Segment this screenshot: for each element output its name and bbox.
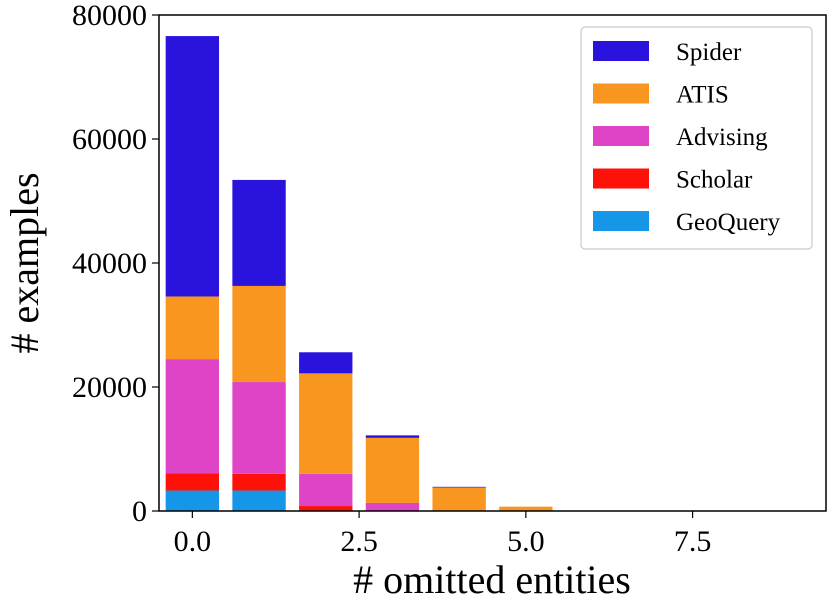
- bar-scholar-2: [299, 506, 353, 511]
- bar-scholar-1: [232, 473, 286, 491]
- x-tick-label: 0.0: [174, 525, 212, 558]
- legend-swatch-atis: [593, 83, 649, 104]
- bar-atis-1: [232, 285, 286, 383]
- x-tick-label: 2.5: [340, 525, 378, 558]
- bar-atis-5: [499, 506, 553, 511]
- legend-frame: [580, 26, 813, 250]
- legend-label-scholar: Scholar: [676, 167, 753, 194]
- bar-advising-3: [365, 502, 420, 511]
- bar-atis-2: [299, 373, 353, 474]
- y-tick-label: 60000: [72, 123, 147, 156]
- bar-spider-3: [365, 435, 420, 438]
- legend: Spider ATIS Advising Scholar GeoQuery: [580, 26, 813, 250]
- bar-atis-4: [432, 487, 486, 511]
- x-axis-ticks: 0.0 2.5 5.0 7.5: [174, 511, 712, 558]
- bars-group: [165, 36, 553, 511]
- bar-scholar-0: [165, 473, 220, 491]
- legend-swatch-advising: [593, 126, 649, 146]
- bar-atis-3: [365, 437, 420, 503]
- bar-atis-0: [165, 296, 220, 360]
- y-tick-label: 0: [132, 495, 147, 528]
- y-axis-title: # examples: [2, 172, 47, 353]
- legend-swatch-spider: [593, 41, 649, 61]
- x-tick-label: 7.5: [674, 525, 712, 558]
- legend-label-advising: Advising: [676, 124, 768, 151]
- legend-swatch-scholar: [593, 168, 649, 189]
- bar-advising-2: [299, 473, 353, 507]
- y-axis-ticks: 0 20000 40000 60000 80000: [72, 0, 159, 528]
- legend-label-spider: Spider: [676, 39, 742, 66]
- bar-geoquery-0: [165, 490, 220, 511]
- x-axis-title: # omitted entities: [353, 557, 631, 600]
- x-tick-label: 5.0: [507, 525, 545, 558]
- bar-spider-2: [299, 352, 353, 374]
- bar-spider-0: [165, 36, 220, 297]
- legend-label-atis: ATIS: [676, 82, 729, 109]
- legend-label-geoquery: GeoQuery: [676, 209, 781, 236]
- bar-geoquery-1: [232, 490, 286, 511]
- legend-swatch-geoquery: [593, 211, 649, 231]
- bar-advising-0: [165, 359, 220, 474]
- bar-spider-4: [432, 486, 486, 488]
- bar-spider-1: [232, 179, 286, 286]
- y-tick-label: 20000: [72, 371, 147, 404]
- y-tick-label: 80000: [72, 0, 147, 32]
- bar-advising-1: [232, 382, 286, 474]
- y-tick-label: 40000: [72, 247, 147, 280]
